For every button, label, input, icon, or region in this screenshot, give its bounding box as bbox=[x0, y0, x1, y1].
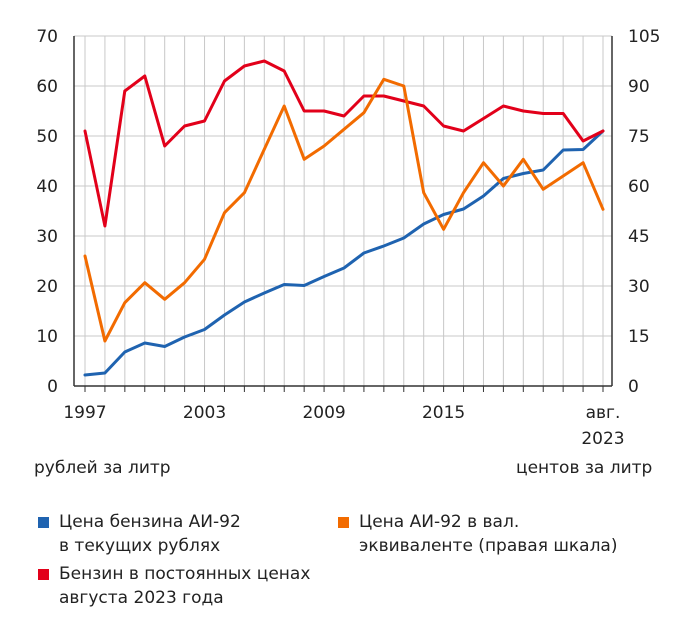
axes bbox=[73, 36, 613, 392]
x-tick-label: 2015 bbox=[422, 403, 465, 423]
series-line-2 bbox=[83, 59, 605, 228]
legend-swatch-blue bbox=[38, 517, 49, 528]
legend-label-orange: Цена АИ-92 в вал. эквиваленте (правая шк… bbox=[359, 510, 639, 558]
left-y-tick-label: 70 bbox=[36, 27, 58, 47]
left-y-tick-label: 60 bbox=[36, 77, 58, 97]
left-y-tick-label: 0 bbox=[47, 377, 58, 397]
legend-line: Бензин в постоянных ценах bbox=[59, 564, 311, 584]
right-y-tick-label: 90 bbox=[628, 77, 650, 97]
legend-swatch-orange bbox=[338, 517, 349, 528]
left-y-tick-label: 30 bbox=[36, 227, 58, 247]
right-y-tick-label: 60 bbox=[628, 177, 650, 197]
right-axis-unit-label: центов за литр bbox=[516, 458, 653, 478]
right-y-tick-label: 30 bbox=[628, 277, 650, 297]
left-y-axis-tick-labels: 0 10 20 30 40 50 60 70 bbox=[36, 27, 58, 397]
line-chart: 0 10 20 30 40 50 60 70 0 15 30 45 60 75 90 105 1997 200… bbox=[36, 27, 660, 449]
series-line-1 bbox=[83, 129, 605, 377]
legend-label-red: Бензин в постоянных ценах августа 2023 г… bbox=[59, 562, 339, 610]
legend-line: Цена АИ-92 в вал. bbox=[359, 512, 520, 532]
series-lines bbox=[83, 59, 605, 377]
legend-line: эквиваленте (правая шкала) bbox=[359, 536, 618, 556]
legend-line: в текущих рублях bbox=[59, 536, 221, 556]
legend-line: августа 2023 года bbox=[59, 588, 224, 608]
x-tick-label: 2003 bbox=[183, 403, 226, 423]
x-tick-label: 2023 bbox=[581, 429, 624, 449]
left-y-tick-label: 10 bbox=[36, 327, 58, 347]
grid bbox=[74, 35, 612, 387]
x-tick-label: 1997 bbox=[63, 403, 106, 423]
left-y-tick-label: 50 bbox=[36, 127, 58, 147]
left-axis-unit-label: рублей за литр bbox=[34, 458, 171, 478]
left-y-tick-label: 20 bbox=[36, 277, 58, 297]
right-y-axis-tick-labels: 0 15 30 45 60 75 90 105 bbox=[628, 27, 660, 397]
x-tick-label: авг. bbox=[586, 403, 621, 423]
x-axis-tick-labels: 1997 2003 2009 2015 авг. 2023 bbox=[63, 403, 624, 449]
series-line-3 bbox=[83, 77, 605, 343]
right-y-tick-label: 45 bbox=[628, 227, 650, 247]
left-y-tick-label: 40 bbox=[36, 177, 58, 197]
right-y-tick-label: 105 bbox=[628, 27, 660, 47]
x-tick-label: 2009 bbox=[302, 403, 345, 423]
legend-line: Цена бензина АИ-92 bbox=[59, 512, 241, 532]
legend-swatch-red bbox=[38, 569, 49, 580]
right-y-tick-label: 75 bbox=[628, 127, 650, 147]
right-y-tick-label: 0 bbox=[628, 377, 639, 397]
legend-label-blue: Цена бензина АИ-92 в текущих рублях bbox=[59, 510, 339, 558]
right-y-tick-label: 15 bbox=[628, 327, 650, 347]
